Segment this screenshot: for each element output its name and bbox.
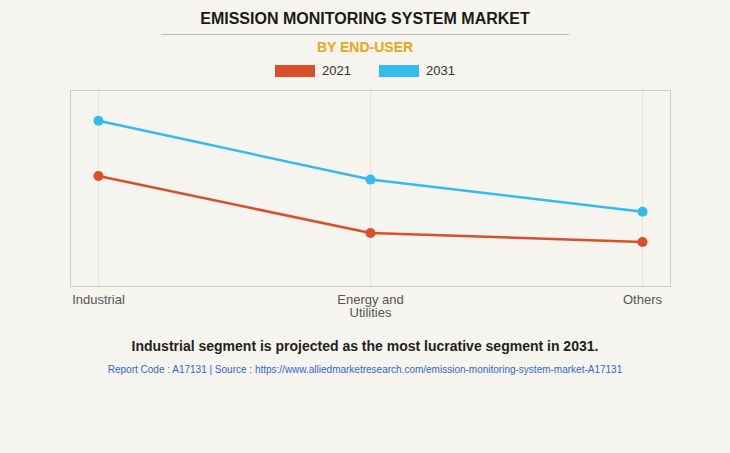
svg-text:Industrial: Industrial: [72, 292, 125, 307]
html-text:Industrial segment is projecte: Industrial segment is projected as the m…: [131, 338, 599, 354]
svg-text:Others: Others: [623, 292, 663, 307]
html-text:Report Code : A17131 | Source: Report Code : A17131 | Source : https://…: [107, 364, 623, 375]
html-text:BY END-USER: BY END-USER: [316, 39, 414, 55]
html-text:2021: 2021: [322, 63, 351, 78]
html-text:EMISSION MONITORING SYSTEM MAR: EMISSION MONITORING SYSTEM MARKET: [200, 10, 530, 27]
html-text:2031: 2031: [426, 63, 455, 78]
svg-text:Energy andUtilities: Energy andUtilities: [337, 292, 404, 320]
